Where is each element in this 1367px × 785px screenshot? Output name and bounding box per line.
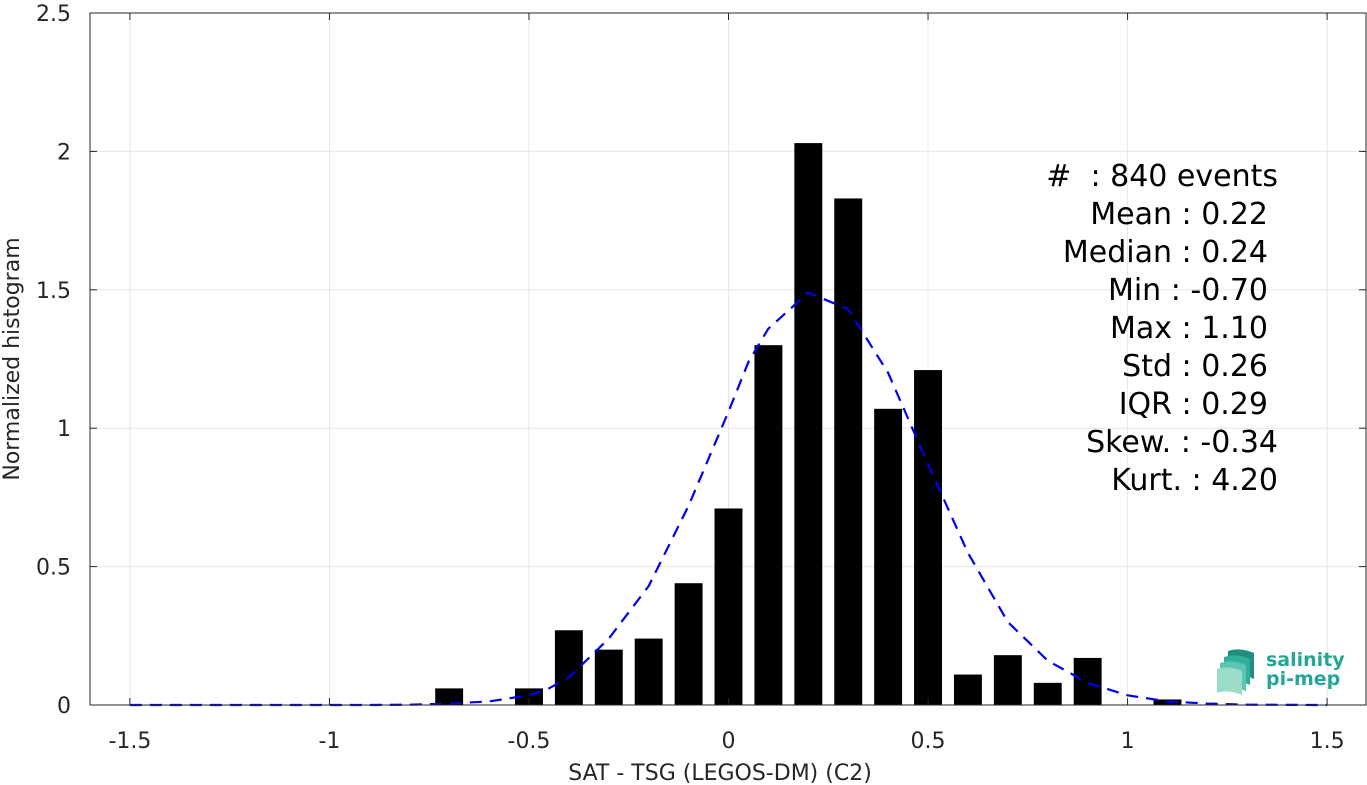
stat-skewness: Skew. : -0.34 (1086, 425, 1278, 460)
x-axis-ticks: -1.5 -1 -0.5 0 0.5 1 1.5 (108, 13, 1345, 754)
x-tick-label: 0.5 (911, 729, 946, 754)
histogram-bars (435, 143, 1182, 705)
x-tick-label: -0.5 (508, 729, 551, 754)
histogram-bar (435, 688, 464, 705)
y-tick-label: 2 (57, 140, 71, 165)
salinity-pi-mep-logo: salinity pi-mep (1216, 647, 1346, 695)
y-tick-label: 0 (57, 694, 71, 719)
stat-mean: Mean : 0.22 (1090, 197, 1268, 232)
y-tick-label: 1.5 (36, 279, 71, 304)
y-axis-label: Normalized histogram (0, 237, 25, 480)
histogram-bar (594, 649, 623, 705)
y-axis-ticks: 0 0.5 1 1.5 2 2.5 (36, 2, 1366, 719)
logo-waves-icon (1217, 649, 1254, 695)
histogram-bar (554, 630, 583, 705)
stat-median: Median : 0.24 (1062, 235, 1268, 270)
histogram-bar (674, 583, 703, 705)
stat-max: Max : 1.10 (1110, 311, 1268, 346)
histogram-bar (914, 370, 942, 705)
y-tick-label: 1 (57, 417, 71, 442)
histogram-bar (874, 408, 903, 705)
histogram-bar (794, 143, 823, 705)
histogram-bar (714, 508, 743, 705)
x-tick-label: 1.5 (1310, 729, 1345, 754)
x-tick-label: 1 (1121, 729, 1135, 754)
histogram-bar (1073, 657, 1102, 705)
histogram-bar (953, 674, 982, 705)
logo-line2: pi-mep (1266, 668, 1341, 690)
stat-events: # : 840 events (1046, 159, 1278, 194)
histogram-bar (993, 655, 1022, 705)
x-axis-label: SAT - TSG (LEGOS-DM) (C2) (568, 761, 872, 785)
stat-kurtosis: Kurt. : 4.20 (1111, 463, 1278, 498)
x-tick-label: -1 (318, 729, 340, 754)
normal-fit-curve (129, 291, 1328, 707)
histogram-bar (754, 345, 783, 705)
logo-line1: salinity (1266, 649, 1345, 671)
x-tick-label: 0 (722, 729, 736, 754)
histogram-bar (834, 198, 863, 705)
y-tick-label: 0.5 (36, 556, 71, 581)
stat-iqr: IQR : 0.29 (1118, 387, 1268, 422)
y-tick-label: 2.5 (36, 2, 71, 27)
stat-min: Min : -0.70 (1107, 273, 1268, 308)
histogram-bar (1033, 682, 1062, 705)
histogram-bar (634, 638, 663, 705)
x-tick-label: -1.5 (108, 729, 151, 754)
stat-std: Std : 0.26 (1122, 349, 1268, 384)
